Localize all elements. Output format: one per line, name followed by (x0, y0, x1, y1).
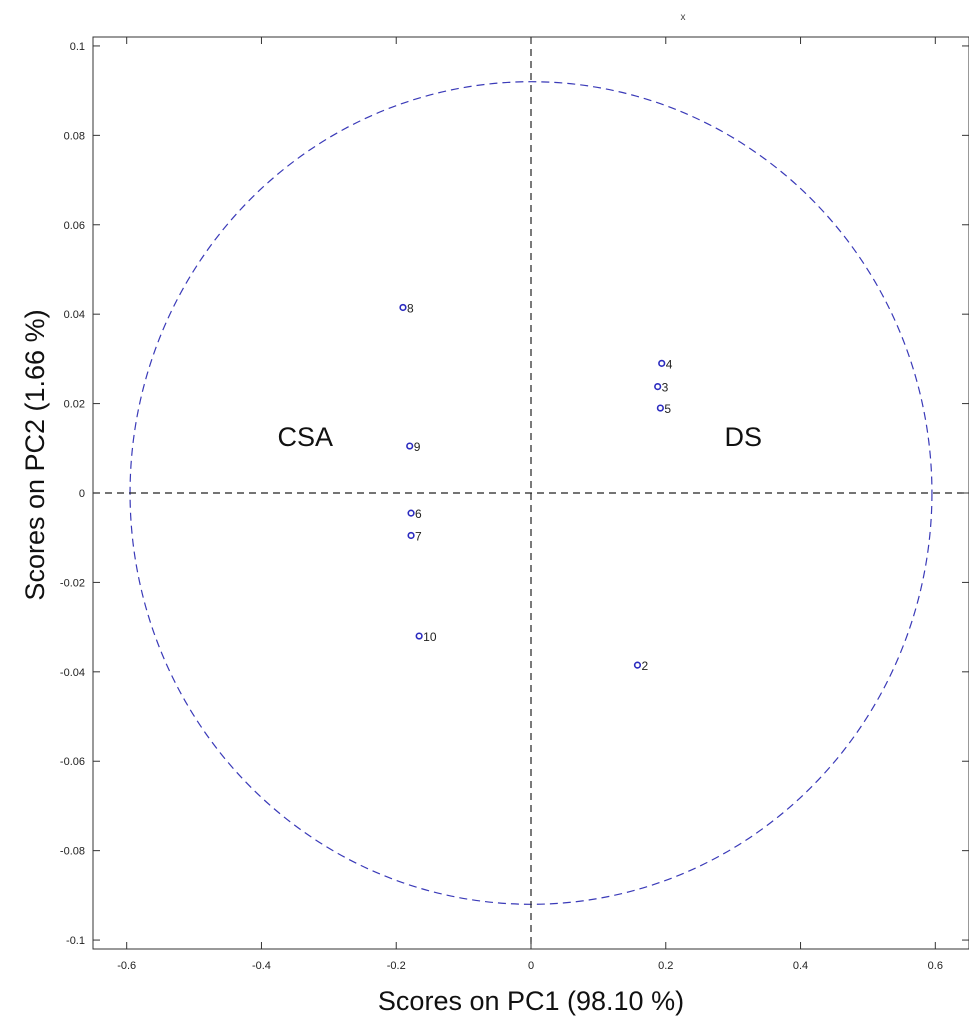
y-axis-ticks: 0.1 0.08 0.06 0.04 0.02 0 -0.02 -0.04 -0.06 -0.08… (60, 41, 969, 947)
data-point-label: 4 (666, 357, 673, 371)
data-point-label: 10 (423, 630, 437, 644)
x-tick-label: 0.2 (658, 960, 673, 972)
group-annotation: DS (725, 422, 763, 452)
y-axis-title: Scores on PC2 (1.66 %) (20, 309, 50, 600)
group-annotation: CSA (277, 422, 333, 452)
data-point-label: 7 (415, 529, 422, 543)
data-point (656, 404, 664, 412)
y-tick-label: 0.08 (64, 130, 85, 142)
y-tick-label: 0.06 (64, 220, 85, 232)
x-axis-ticks: -0.6 -0.4 -0.2 0 0.2 0.4 0.6 (117, 37, 943, 972)
x-tick-label: -0.4 (252, 960, 271, 972)
reference-lines-layer (93, 37, 969, 949)
data-point (658, 359, 666, 367)
x-tick-label: 0.4 (793, 960, 808, 972)
data-points-layer: 2 3 4 5 6 7 8 9 10 (399, 301, 673, 673)
y-tick-label: -0.02 (60, 577, 85, 589)
x-tick-label: 0 (528, 960, 534, 972)
data-point (654, 383, 662, 391)
data-point (633, 661, 642, 669)
data-point-label: 2 (641, 659, 648, 673)
y-tick-label: -0.06 (60, 756, 85, 768)
y-tick-label: 0.1 (70, 41, 85, 53)
data-point (407, 509, 415, 517)
y-tick-label: 0 (79, 488, 85, 500)
x-tick-label: -0.2 (387, 960, 406, 972)
y-tick-label: -0.1 (66, 935, 85, 947)
top-marker-text: x (681, 12, 686, 23)
data-point-label: 9 (414, 440, 421, 454)
data-point-label: 8 (407, 301, 414, 315)
y-tick-label: -0.08 (60, 846, 85, 858)
data-point-label: 6 (415, 507, 422, 521)
data-point-label: 3 (662, 381, 669, 395)
data-point (399, 303, 407, 312)
data-point (415, 632, 423, 640)
y-tick-label: 0.04 (64, 309, 85, 321)
group-annotations-layer: CSA DS (277, 422, 762, 452)
x-axis-title: Scores on PC1 (98.10 %) (378, 986, 684, 1016)
data-point-label: 5 (664, 402, 671, 416)
y-tick-label: 0.02 (64, 399, 85, 411)
data-point (407, 531, 415, 540)
x-tick-label: -0.6 (117, 960, 136, 972)
data-point (406, 442, 414, 450)
x-tick-label: 0.6 (928, 960, 943, 972)
y-tick-label: -0.04 (60, 667, 85, 679)
